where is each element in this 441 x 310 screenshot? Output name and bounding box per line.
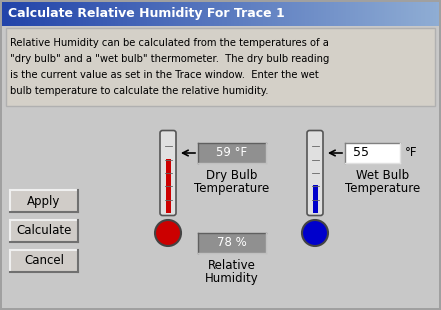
Bar xyxy=(10,220,78,242)
Bar xyxy=(313,185,318,213)
Text: is the current value as set in the Trace window.  Enter the wet: is the current value as set in the Trace… xyxy=(10,70,319,80)
Text: Relative Humidity can be calculated from the temperatures of a: Relative Humidity can be calculated from… xyxy=(10,38,329,48)
Bar xyxy=(165,159,171,213)
Bar xyxy=(10,250,78,272)
Text: 55: 55 xyxy=(353,147,369,160)
Bar xyxy=(198,233,266,253)
Text: "dry bulb" and a "wet bulb" thermometer.  The dry bulb reading: "dry bulb" and a "wet bulb" thermometer.… xyxy=(10,54,329,64)
Text: Calculate: Calculate xyxy=(16,224,72,237)
Text: 78 %: 78 % xyxy=(217,237,247,250)
Text: Relative: Relative xyxy=(208,259,256,272)
Text: Cancel: Cancel xyxy=(24,255,64,268)
Text: 59 °F: 59 °F xyxy=(217,147,247,160)
Text: Dry Bulb: Dry Bulb xyxy=(206,169,258,182)
Text: Calculate Relative Humidity For Trace 1: Calculate Relative Humidity For Trace 1 xyxy=(8,7,285,20)
Text: Apply: Apply xyxy=(27,194,61,207)
Text: Humidity: Humidity xyxy=(205,272,259,285)
Circle shape xyxy=(302,220,328,246)
Bar xyxy=(345,143,400,163)
Bar xyxy=(10,190,78,212)
Bar xyxy=(198,143,266,163)
Bar xyxy=(6,28,435,106)
FancyBboxPatch shape xyxy=(307,131,323,215)
Text: Wet Bulb: Wet Bulb xyxy=(356,169,409,182)
Text: bulb temperature to calculate the relative humidity.: bulb temperature to calculate the relati… xyxy=(10,86,269,96)
Circle shape xyxy=(155,220,181,246)
Text: Temperature: Temperature xyxy=(345,182,420,195)
Text: Temperature: Temperature xyxy=(194,182,269,195)
FancyBboxPatch shape xyxy=(160,131,176,215)
Text: °F: °F xyxy=(405,147,418,160)
